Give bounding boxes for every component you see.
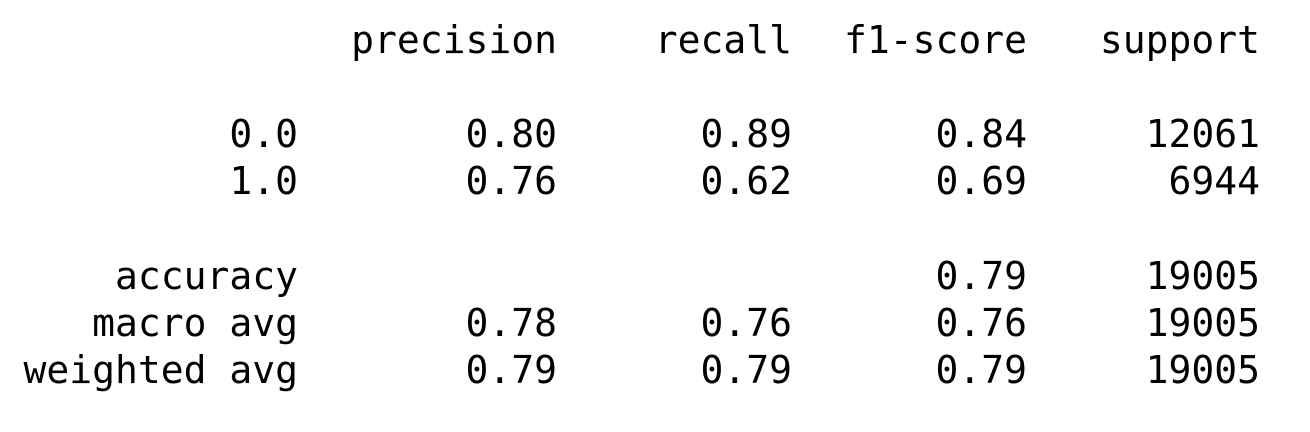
f1-score-value: 0.84 [935, 112, 1027, 156]
table-row-weighted-avg: weighted avg 0.79 0.79 0.79 19005 [0, 346, 1310, 394]
recall-value: 0.76 [700, 301, 792, 345]
header-row: precision recall f1-score support [0, 16, 1310, 64]
precision-value: 0.76 [465, 159, 557, 203]
table-row-accuracy: accuracy 0.79 19005 [0, 252, 1310, 300]
row-label: 1.0 [229, 159, 298, 203]
support-value: 6944 [1168, 159, 1260, 203]
support-value: 12061 [1145, 112, 1260, 156]
recall-value: 0.62 [700, 159, 792, 203]
table-row-class-0: 0.0 0.80 0.89 0.84 12061 [0, 110, 1310, 158]
recall-value: 0.79 [700, 348, 792, 392]
row-label: weighted avg [23, 348, 298, 392]
precision-value: 0.78 [465, 301, 557, 345]
support-value: 19005 [1145, 348, 1260, 392]
header-f1-score: f1-score [843, 18, 1027, 62]
support-value: 19005 [1145, 254, 1260, 298]
precision-value: 0.80 [465, 112, 557, 156]
support-value: 19005 [1145, 301, 1260, 345]
f1-score-value: 0.79 [935, 348, 1027, 392]
row-label: macro avg [92, 301, 298, 345]
row-label: accuracy [114, 254, 298, 298]
f1-score-value: 0.69 [935, 159, 1027, 203]
header-precision: precision [351, 18, 557, 62]
recall-value: 0.89 [700, 112, 792, 156]
table-row-class-1: 1.0 0.76 0.62 0.69 6944 [0, 157, 1310, 205]
header-support: support [1099, 18, 1260, 62]
f1-score-value: 0.79 [935, 254, 1027, 298]
table-row-macro-avg: macro avg 0.78 0.76 0.76 19005 [0, 299, 1310, 347]
row-label: 0.0 [229, 112, 298, 156]
f1-score-value: 0.76 [935, 301, 1027, 345]
header-recall: recall [654, 18, 792, 62]
precision-value: 0.79 [465, 348, 557, 392]
